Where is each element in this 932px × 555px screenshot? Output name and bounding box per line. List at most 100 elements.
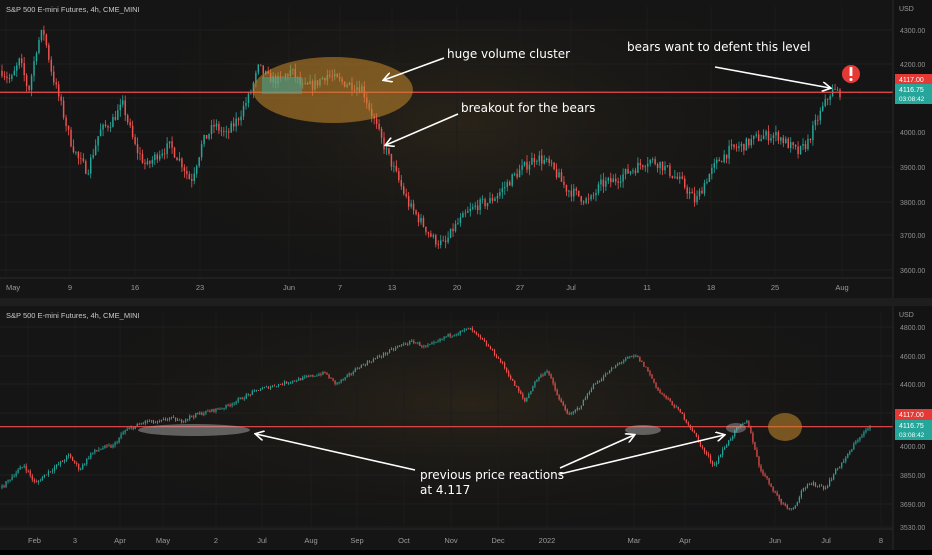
candle-body <box>112 445 114 448</box>
candle-body <box>772 135 775 139</box>
candle-body <box>734 430 736 437</box>
candle-body <box>829 96 831 100</box>
candle-body <box>804 487 807 489</box>
candle-body <box>722 449 724 456</box>
candle-body <box>845 457 847 462</box>
candle-body <box>775 132 777 136</box>
candle-body <box>818 485 821 487</box>
candle-body <box>340 379 342 383</box>
reaction-zone-4[interactable] <box>768 413 802 441</box>
candle-body <box>273 385 276 387</box>
arrow-to-breakout <box>386 113 459 145</box>
countdown-text: 03:08:42 <box>899 96 925 103</box>
candle-body <box>443 337 445 339</box>
candle-body <box>614 178 617 182</box>
candle-body <box>576 408 578 410</box>
annotation-defend-level: bears want to defent this level <box>627 40 811 54</box>
range-highlight-box[interactable] <box>262 77 302 94</box>
candle-body <box>807 138 809 150</box>
candle-body <box>756 449 758 457</box>
candle-body <box>617 364 619 366</box>
price-tick-label: 3850.00 <box>900 473 925 480</box>
candle-body <box>843 461 845 463</box>
candle-body <box>124 430 126 433</box>
candle-body <box>770 138 772 141</box>
candle-body <box>570 413 572 415</box>
candle-body <box>479 199 481 210</box>
candle-body <box>839 89 841 98</box>
candle-body <box>651 374 653 379</box>
candle-body <box>420 217 422 223</box>
candle-body <box>738 426 740 428</box>
price-tick-label: 3700.00 <box>900 233 925 240</box>
candle-body <box>283 381 286 385</box>
candle-body <box>72 457 74 462</box>
bottom-time-axis[interactable]: Feb 3 Apr May 2 Jul Aug Sep Oct Nov Dec 2022 Mar Apr J… <box>28 536 883 545</box>
candle-body <box>582 399 584 406</box>
candle-body <box>201 412 203 415</box>
top-currency-label: USD <box>899 6 914 13</box>
candle-body <box>752 135 755 140</box>
reaction-zone-1[interactable] <box>138 424 250 436</box>
candle-body <box>28 85 30 90</box>
candle-body <box>271 385 274 387</box>
candle-body <box>633 355 635 357</box>
candle-body <box>467 328 469 330</box>
candle-body <box>348 373 350 376</box>
reaction-zone-2[interactable] <box>625 425 661 435</box>
candle-body <box>225 131 228 133</box>
candle-body <box>53 467 56 471</box>
candle-body <box>415 210 417 215</box>
candle-body <box>746 420 748 423</box>
candle-body <box>15 472 17 477</box>
candle-body <box>249 394 251 396</box>
candle-body <box>63 460 66 462</box>
volume-cluster-highlight[interactable] <box>253 57 413 123</box>
candle-body <box>452 228 454 232</box>
candle-body <box>220 130 223 132</box>
candle-body <box>841 462 843 468</box>
candle-body <box>183 167 186 172</box>
last-price-text: 4116.75 <box>899 87 924 94</box>
candle-body <box>792 508 794 509</box>
candle-body <box>558 172 560 178</box>
time-tick-label: 20 <box>453 283 461 292</box>
candle-body <box>124 100 126 116</box>
candle-body <box>740 143 743 147</box>
candle-body <box>683 178 686 188</box>
candle-body <box>265 386 268 388</box>
price-tick-label: 4800.00 <box>900 325 925 332</box>
candle-body <box>835 468 837 475</box>
candle-body <box>152 420 155 423</box>
candle-body <box>812 482 815 485</box>
price-tick-label: 4300.00 <box>900 28 925 35</box>
candle-body <box>508 182 511 186</box>
candle-body <box>407 344 409 345</box>
candle-body <box>104 124 107 127</box>
candle-body <box>11 476 13 480</box>
candle-body <box>513 173 516 175</box>
price-tick-label: 4600.00 <box>900 354 925 361</box>
top-gridlines <box>0 6 893 276</box>
candle-body <box>306 376 308 378</box>
candle-body <box>566 409 568 414</box>
reaction-zone-3[interactable] <box>726 423 746 433</box>
candle-body <box>560 399 562 403</box>
candle-body <box>385 148 388 150</box>
candle-body <box>304 376 306 378</box>
candle-body <box>61 461 64 463</box>
candle-body <box>543 160 545 164</box>
panel-separator[interactable] <box>0 298 932 306</box>
candle-body <box>536 379 538 382</box>
arrow-to-volume-cluster <box>384 57 445 80</box>
arrow-to-level <box>714 66 830 88</box>
candle-body <box>421 345 423 347</box>
candle-body <box>232 123 235 127</box>
candle-body <box>11 75 13 79</box>
top-time-axis[interactable]: May 9 16 23 Jun 7 13 20 27 Jul 11 18 25 Aug <box>6 283 849 292</box>
candle-body <box>405 343 407 345</box>
candle-body <box>74 461 76 463</box>
candle-body <box>77 151 80 159</box>
candle-body <box>233 403 235 405</box>
